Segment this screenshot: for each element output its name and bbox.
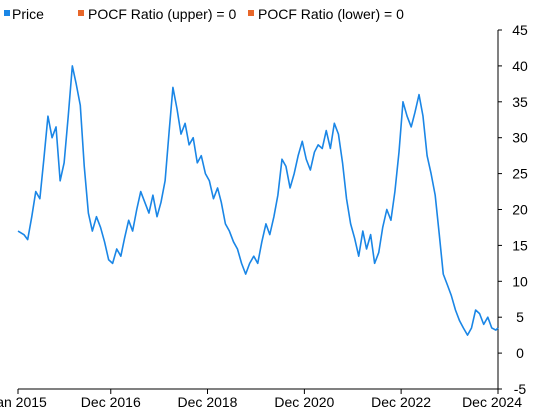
x-tick-label: Dec 2024 (462, 394, 522, 410)
y-tick-label: 30 (512, 130, 528, 146)
legend-swatch-pocf-upper (78, 10, 84, 16)
y-tick-label: -5 (514, 381, 527, 397)
y-tick-label: 45 (512, 22, 528, 38)
y-tick-label: 10 (512, 273, 528, 289)
y-tick-label: 15 (512, 237, 528, 253)
legend-label-price: Price (12, 6, 44, 22)
x-tick-label: Dec 2020 (274, 394, 334, 410)
y-tick-label: 5 (516, 309, 524, 325)
x-axis-ticks: Jan 2015 Dec 2016 Dec 2018 Dec 2020 Dec 2022… (0, 389, 522, 410)
series-line-price (17, 65, 499, 336)
legend-label-pocf-lower: POCF Ratio (lower) = 0 (258, 6, 404, 22)
legend-swatch-pocf-lower (248, 10, 254, 16)
y-axis-ticks: -5 0 5 10 15 20 25 30 35 40 45 (498, 22, 528, 397)
x-tick-label: Dec 2022 (371, 394, 431, 410)
y-tick-label: 35 (512, 94, 528, 110)
y-tick-label: 40 (512, 58, 528, 74)
y-tick-label: 0 (516, 345, 524, 361)
x-tick-label: Dec 2016 (81, 394, 141, 410)
x-tick-label: Dec 2018 (178, 394, 238, 410)
x-tick-label: Jan 2015 (0, 394, 47, 410)
legend-label-pocf-upper: POCF Ratio (upper) = 0 (88, 6, 236, 22)
y-tick-label: 25 (512, 166, 528, 182)
legend: Price POCF Ratio (upper) = 0 POCF Ratio … (4, 6, 404, 22)
legend-swatch-price (4, 10, 10, 16)
y-tick-label: 20 (512, 202, 528, 218)
